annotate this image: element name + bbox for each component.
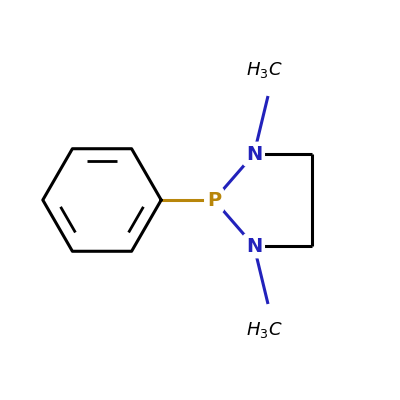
Text: N: N <box>246 144 262 164</box>
Text: P: P <box>207 190 221 210</box>
Text: N: N <box>246 236 262 256</box>
Text: $H_3C$: $H_3C$ <box>246 60 282 80</box>
Text: $H_3C$: $H_3C$ <box>246 320 282 340</box>
